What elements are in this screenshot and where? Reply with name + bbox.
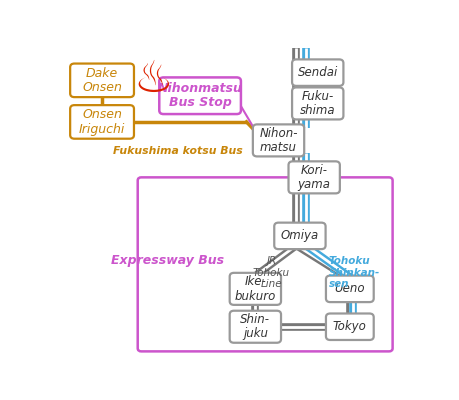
Text: Fuku-
shima: Fuku- shima [299,90,335,117]
FancyBboxPatch shape [252,124,303,156]
FancyBboxPatch shape [70,105,134,139]
Text: Tohoku
Shinkan-
sen: Tohoku Shinkan- sen [328,256,379,290]
FancyBboxPatch shape [159,78,241,114]
Text: Omiya: Omiya [280,229,319,242]
Text: ♨: ♨ [134,58,174,101]
Text: Nihonmatsu
Bus Stop: Nihonmatsu Bus Stop [157,82,242,110]
FancyBboxPatch shape [291,88,343,120]
FancyBboxPatch shape [229,311,280,343]
FancyBboxPatch shape [274,223,325,249]
FancyBboxPatch shape [325,276,373,302]
Text: Ike-
bukuro: Ike- bukuro [234,275,275,303]
FancyBboxPatch shape [229,273,280,305]
Text: Dake
Onsen: Dake Onsen [82,66,122,94]
Text: Nihon-
matsu: Nihon- matsu [259,127,297,154]
Text: Ueno: Ueno [334,282,364,295]
FancyBboxPatch shape [70,64,134,97]
Text: Fukushima kotsu Bus: Fukushima kotsu Bus [112,146,242,156]
Text: Expressway Bus: Expressway Bus [111,254,224,267]
Text: JR
Tohoku
Line: JR Tohoku Line [252,256,289,290]
Text: Kori-
yama: Kori- yama [297,164,330,191]
FancyBboxPatch shape [288,161,339,193]
FancyBboxPatch shape [291,59,343,86]
FancyBboxPatch shape [325,314,373,340]
Text: Sendai: Sendai [297,66,337,79]
Text: Shin-
juku: Shin- juku [240,313,270,340]
Text: Onsen
Iriguchi: Onsen Iriguchi [78,108,125,136]
Text: Tokyo: Tokyo [332,320,366,333]
